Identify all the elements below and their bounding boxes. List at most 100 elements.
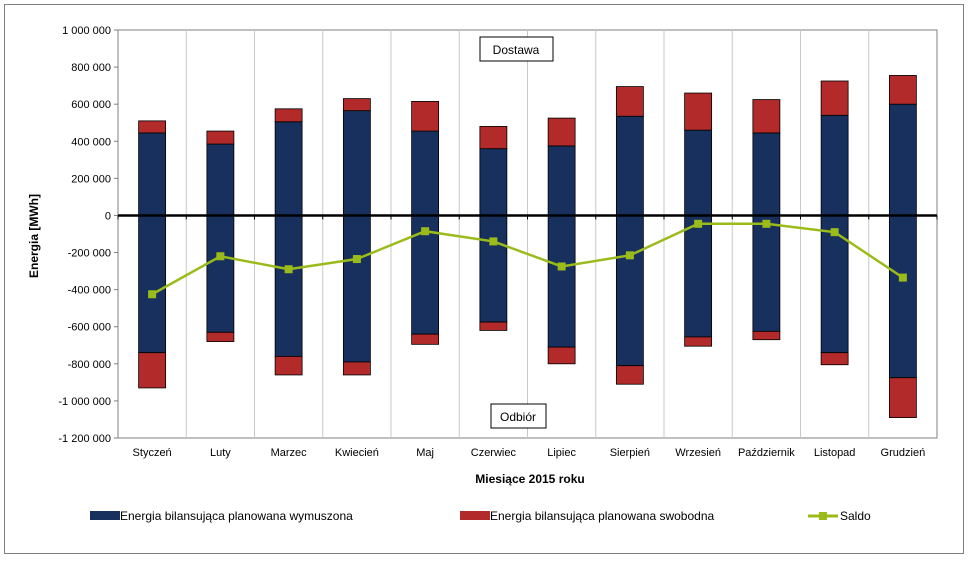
x-axis-title: Miesiące 2015 roku bbox=[475, 472, 584, 486]
y-tick-label: -200 000 bbox=[68, 248, 111, 260]
bar-forced-negative bbox=[479, 215, 508, 323]
bar-forced-negative bbox=[138, 215, 167, 354]
bar-forced-positive bbox=[547, 145, 576, 216]
legend-swatch-forced bbox=[90, 511, 120, 520]
bar-free-positive bbox=[411, 101, 440, 132]
bar-free-negative bbox=[820, 352, 849, 366]
bar-free-negative bbox=[479, 321, 508, 331]
bar-forced-positive bbox=[888, 103, 917, 216]
bar-free-negative bbox=[342, 361, 371, 376]
bar-free-positive bbox=[479, 126, 508, 150]
bar-forced-negative bbox=[206, 215, 235, 333]
x-category-label: Listopad bbox=[814, 447, 856, 459]
withdrawal-annotation-box bbox=[490, 403, 547, 429]
supply-annotation-box bbox=[479, 36, 554, 62]
y-tick-label: 800 000 bbox=[71, 62, 111, 74]
bar-forced-negative bbox=[752, 215, 781, 332]
y-tick-label: 600 000 bbox=[71, 99, 111, 111]
y-axis-title: Energia [MWh] bbox=[27, 194, 41, 278]
x-category-label: Lipiec bbox=[547, 447, 576, 459]
saldo-marker bbox=[625, 251, 634, 260]
bar-forced-negative bbox=[615, 215, 644, 367]
bar-forced-positive bbox=[342, 110, 371, 216]
bar-free-positive bbox=[138, 120, 167, 134]
bar-free-positive bbox=[342, 98, 371, 112]
bar-forced-negative bbox=[342, 215, 371, 363]
bar-free-positive bbox=[752, 99, 781, 134]
bar-forced-positive bbox=[274, 121, 303, 216]
bar-free-negative bbox=[752, 330, 781, 341]
bar-free-negative bbox=[206, 331, 235, 342]
bar-free-positive bbox=[888, 75, 917, 105]
bar-free-negative bbox=[138, 352, 167, 389]
bar-forced-positive bbox=[411, 130, 440, 216]
axes-layer bbox=[114, 29, 938, 439]
x-category-label: Czerwiec bbox=[471, 447, 517, 459]
bar-free-negative bbox=[411, 333, 440, 345]
bar-forced-positive bbox=[684, 129, 713, 216]
saldo-marker bbox=[557, 262, 566, 271]
saldo-marker bbox=[898, 273, 907, 282]
y-tick-label: 400 000 bbox=[71, 136, 111, 148]
bar-forced-positive bbox=[479, 148, 508, 216]
bar-free-negative bbox=[684, 336, 713, 347]
bar-free-negative bbox=[274, 355, 303, 376]
bar-forced-positive bbox=[615, 115, 644, 216]
bar-free-positive bbox=[820, 80, 849, 116]
saldo-line-layer bbox=[148, 219, 907, 299]
legend-marker-saldo bbox=[819, 512, 827, 520]
x-category-label: Październik bbox=[738, 447, 795, 459]
bar-forced-negative bbox=[888, 215, 917, 379]
bar-free-positive bbox=[206, 130, 235, 145]
bar-free-positive bbox=[615, 86, 644, 117]
bar-free-positive bbox=[684, 92, 713, 131]
bars-layer bbox=[138, 75, 917, 418]
bar-forced-negative bbox=[274, 215, 303, 357]
x-category-label: Wrzesień bbox=[675, 447, 721, 459]
bar-forced-negative bbox=[684, 215, 713, 338]
legend-label-saldo: Saldo bbox=[840, 509, 871, 523]
bar-free-negative bbox=[547, 346, 576, 365]
x-category-label: Styczeń bbox=[133, 447, 172, 459]
y-tick-label: 1 000 000 bbox=[62, 25, 111, 37]
saldo-line bbox=[151, 222, 904, 296]
y-tick-label: 200 000 bbox=[71, 173, 111, 185]
x-category-label: Sierpień bbox=[610, 447, 650, 459]
withdrawal-annotation: Odbiór bbox=[500, 410, 536, 424]
saldo-marker bbox=[762, 219, 771, 228]
bar-forced-positive bbox=[206, 143, 235, 216]
bar-forced-positive bbox=[752, 132, 781, 216]
bar-forced-negative bbox=[547, 215, 576, 348]
bar-forced-positive bbox=[820, 114, 849, 216]
saldo-marker bbox=[216, 252, 225, 261]
y-tick-label: -400 000 bbox=[68, 285, 111, 297]
bar-forced-positive bbox=[138, 132, 167, 216]
bar-free-positive bbox=[547, 117, 576, 147]
bar-free-negative bbox=[888, 377, 917, 418]
bar-free-positive bbox=[274, 108, 303, 123]
legend-label-forced: Energia bilansująca planowana wymuszona bbox=[120, 509, 353, 523]
y-tick-label: -600 000 bbox=[68, 322, 111, 334]
labels-layer: 1 000 000 800 000 600 000 400 000 200 000 0 -2… bbox=[58, 25, 925, 459]
y-tick-label: -1 000 000 bbox=[58, 396, 111, 408]
x-category-label: Maj bbox=[416, 447, 434, 459]
legend-label-free: Energia bilansująca planowana swobodna bbox=[490, 509, 714, 523]
x-category-label: Grudzień bbox=[881, 447, 926, 459]
supply-annotation: Dostawa bbox=[493, 43, 540, 57]
saldo-marker bbox=[284, 265, 293, 274]
x-category-label: Kwiecień bbox=[335, 447, 379, 459]
x-category-label: Marzec bbox=[271, 447, 308, 459]
legend-swatch-free bbox=[460, 511, 490, 520]
grid-layer bbox=[117, 29, 938, 439]
legend: Energia bilansująca planowana wymuszona … bbox=[90, 509, 871, 523]
saldo-marker bbox=[148, 290, 157, 299]
y-tick-label: -800 000 bbox=[68, 359, 111, 371]
saldo-marker bbox=[352, 255, 361, 264]
saldo-marker bbox=[421, 227, 430, 236]
bar-free-negative bbox=[615, 365, 644, 385]
x-category-label: Luty bbox=[210, 447, 231, 459]
saldo-marker bbox=[694, 219, 703, 228]
y-tick-label: -1 200 000 bbox=[58, 433, 111, 445]
saldo-marker bbox=[489, 237, 498, 246]
